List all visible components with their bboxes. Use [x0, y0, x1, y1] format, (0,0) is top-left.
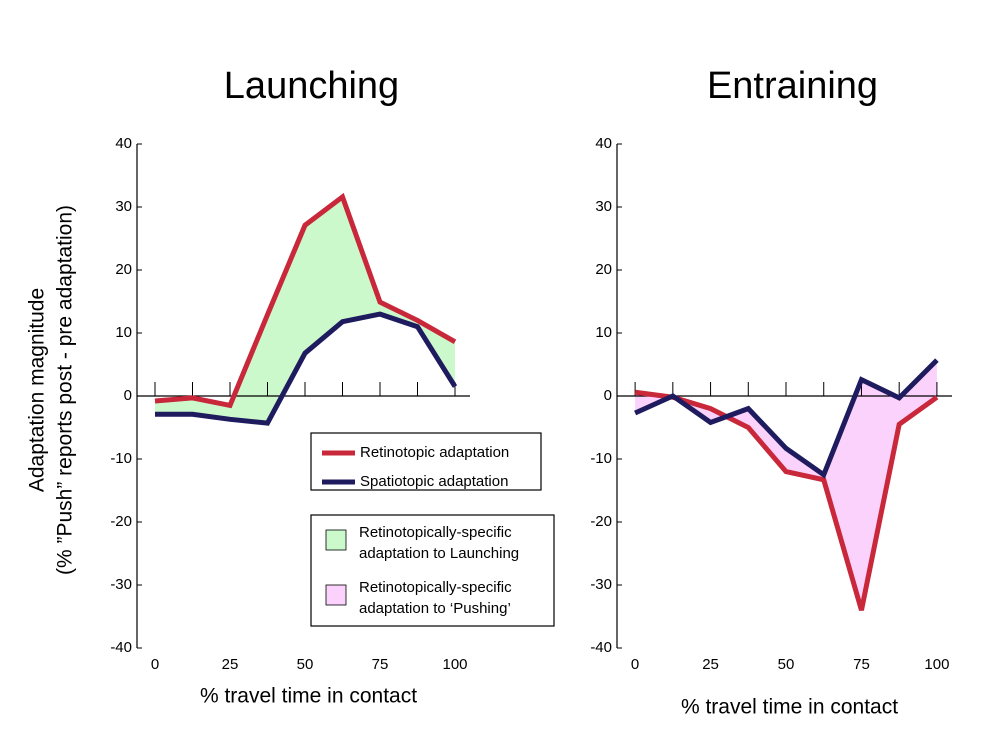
x-tick-label: 50 [297, 656, 314, 673]
chart-title: Entraining [707, 65, 878, 107]
legend-label: Spatiotopic adaptation [360, 473, 508, 490]
legend-label: Retinotopically-specific [359, 524, 512, 541]
y-tick-label: 40 [595, 135, 612, 152]
x-axis-label: % travel time in contact [681, 696, 898, 719]
x-tick-label: 75 [853, 656, 870, 673]
y-axis-label: Adaptation magnitude [26, 288, 49, 492]
x-tick-label: 25 [222, 656, 239, 673]
series-line [634, 389, 939, 611]
y-tick-label: 40 [115, 135, 132, 152]
series-line [154, 192, 457, 409]
y-tick-label: 0 [604, 387, 612, 404]
y-tick-label: 20 [115, 261, 132, 278]
x-tick-label: 0 [151, 656, 159, 673]
difference-area [155, 196, 455, 424]
x-axis-label: % travel time in contact [200, 685, 417, 708]
y-tick-label: -20 [110, 513, 132, 530]
y-tick-label: -40 [110, 639, 132, 656]
y-tick-label: -30 [110, 576, 132, 593]
legend-label: Retinotopic adaptation [360, 444, 509, 461]
y-tick-label: 0 [124, 387, 132, 404]
y-tick-label: 30 [595, 198, 612, 215]
y-tick-label: 30 [115, 198, 132, 215]
x-tick-label: 75 [372, 656, 389, 673]
difference-area [635, 360, 937, 611]
legend-box [310, 514, 555, 627]
x-tick-label: 50 [778, 656, 795, 673]
y-tick-label: 10 [595, 324, 612, 341]
y-tick-label: 10 [115, 324, 132, 341]
chart-title: Launching [224, 65, 399, 107]
legend-label: adaptation to ‘Pushing’ [359, 600, 511, 617]
x-tick-label: 25 [702, 656, 719, 673]
legend-swatch [325, 529, 347, 551]
series-line [155, 311, 458, 426]
x-tick-label: 0 [631, 656, 639, 673]
y-tick-label: 20 [595, 261, 612, 278]
legend-swatch [325, 584, 347, 606]
y-axis-label: (% ”Push” reports post - pre adaptation) [54, 205, 77, 575]
y-tick-label: -40 [590, 639, 612, 656]
y-tick-label: -20 [590, 513, 612, 530]
x-tick-label: 100 [924, 656, 949, 673]
series-line [634, 358, 939, 479]
x-tick-label: 100 [442, 656, 467, 673]
y-tick-label: -10 [110, 450, 132, 467]
y-tick-label: -10 [590, 450, 612, 467]
y-tick-label: -30 [590, 576, 612, 593]
legend-label: Retinotopically-specific [359, 579, 512, 596]
legend-label: adaptation to Launching [359, 545, 519, 562]
